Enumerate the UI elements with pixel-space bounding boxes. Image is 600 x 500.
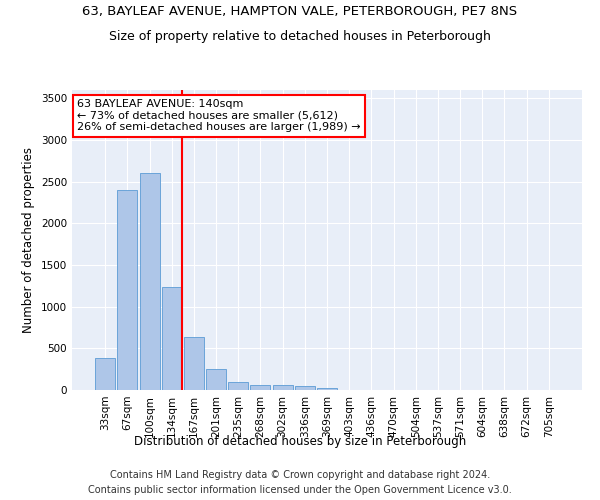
Bar <box>317 388 337 390</box>
Text: Size of property relative to detached houses in Peterborough: Size of property relative to detached ho… <box>109 30 491 43</box>
Text: Contains HM Land Registry data © Crown copyright and database right 2024.: Contains HM Land Registry data © Crown c… <box>110 470 490 480</box>
Text: 63, BAYLEAF AVENUE, HAMPTON VALE, PETERBOROUGH, PE7 8NS: 63, BAYLEAF AVENUE, HAMPTON VALE, PETERB… <box>82 5 518 18</box>
Text: Contains public sector information licensed under the Open Government Licence v3: Contains public sector information licen… <box>88 485 512 495</box>
Bar <box>95 358 115 390</box>
Text: Distribution of detached houses by size in Peterborough: Distribution of detached houses by size … <box>134 435 466 448</box>
Bar <box>272 386 293 390</box>
Y-axis label: Number of detached properties: Number of detached properties <box>22 147 35 333</box>
Bar <box>184 336 204 390</box>
Text: 63 BAYLEAF AVENUE: 140sqm
← 73% of detached houses are smaller (5,612)
26% of se: 63 BAYLEAF AVENUE: 140sqm ← 73% of detac… <box>77 99 361 132</box>
Bar <box>206 369 226 390</box>
Bar <box>250 385 271 390</box>
Bar <box>295 386 315 390</box>
Bar <box>228 382 248 390</box>
Bar <box>162 286 182 390</box>
Bar <box>118 190 137 390</box>
Bar <box>140 174 160 390</box>
